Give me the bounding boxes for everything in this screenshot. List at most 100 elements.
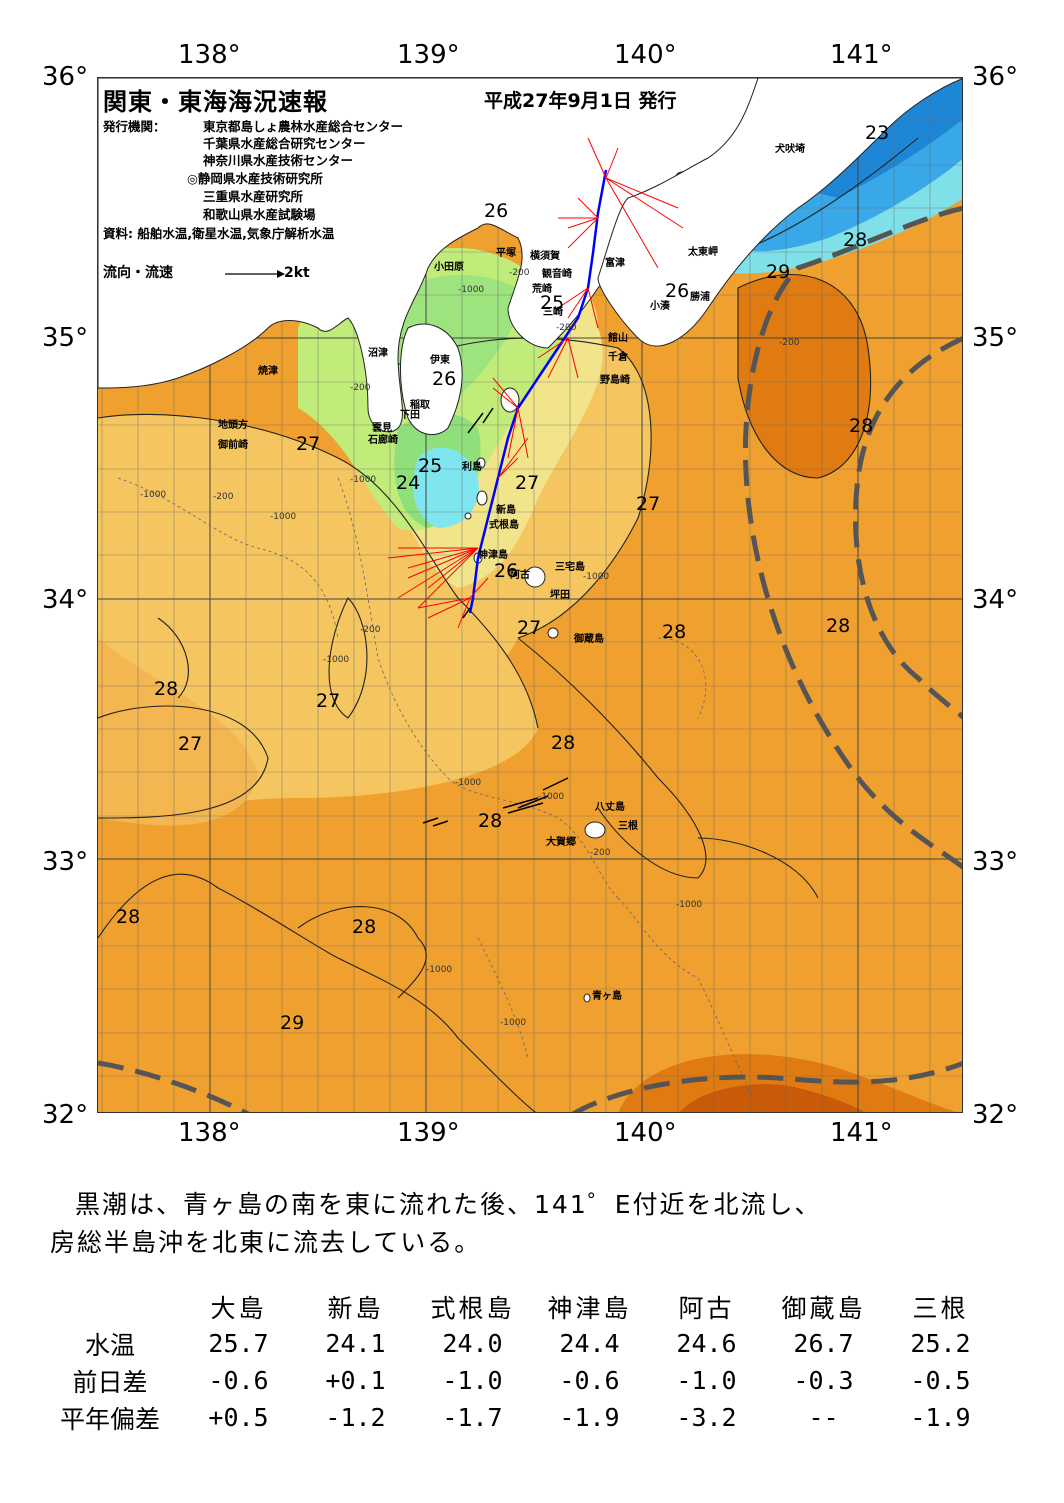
table-cell: -1.0 (676, 1366, 737, 1395)
place-mikomoto: 雲見 (372, 423, 392, 434)
temp-label: 28 (154, 678, 179, 700)
lon-label-bottom-139: 139° (397, 1118, 460, 1148)
place-numazu: 沼津 (368, 348, 388, 359)
column-header: 御蔵島 (781, 1293, 866, 1323)
place-tsubota: 坪田 (550, 590, 570, 601)
row-label: 前日差 (72, 1367, 148, 1397)
place-inubosaki: 犬吠埼 (775, 144, 805, 155)
flow-legend-scale: 2kt (284, 265, 310, 281)
lat-label-left-34: 34° (42, 585, 89, 615)
temp-label: 29 (766, 261, 791, 283)
flow-legend-arrow (225, 270, 285, 278)
temp-label: 26 (484, 200, 509, 222)
observed-current-vectors (422, 407, 569, 827)
lat-label-right-36: 36° (972, 62, 1019, 92)
depth-label: -200 (590, 848, 611, 858)
sea-29-core-east (738, 274, 871, 478)
column-header: 新島 (327, 1293, 384, 1323)
depth-label: -200 (779, 338, 800, 348)
landmass (98, 78, 962, 1003)
depth-contours (117, 477, 759, 1109)
temp-label: 28 (551, 732, 576, 754)
place-aogashima: 青ヶ島 (592, 991, 622, 1002)
place-shimoda: 下田 (400, 410, 420, 421)
place-futtsu: 富津 (605, 258, 625, 269)
depth-label: -1000 (270, 512, 297, 522)
depth-label: -1000 (583, 572, 610, 582)
row-label: 平年偏差 (59, 1404, 160, 1434)
lat-label-left-32: 32° (42, 1100, 89, 1130)
table-cell: 24.0 (442, 1329, 503, 1358)
table-cell: 24.4 (559, 1329, 620, 1358)
temp-label: 27 (636, 493, 661, 515)
depth-label: -200 (360, 625, 381, 635)
place-taitomisaki: 太東岬 (688, 247, 718, 258)
column-header: 大島 (210, 1293, 267, 1323)
table-cell: -0.3 (793, 1366, 854, 1395)
temp-label: 28 (352, 916, 377, 938)
table-cell: -0.6 (559, 1366, 620, 1395)
place-shikine: 式根島 (489, 520, 519, 531)
issue-date: 平成27年9月1日 発行 (484, 90, 677, 112)
temp-label: 28 (843, 229, 868, 251)
temp-label: 23 (865, 122, 890, 144)
temp-label: 28 (116, 906, 141, 928)
flow-legend-label: 流向・流速 (103, 265, 173, 281)
lat-label-left-35: 35° (42, 323, 89, 353)
place-ako: 阿古 (510, 570, 530, 581)
table-row: 水温 25.7 24.1 24.0 24.4 24.6 26.7 25.2 (40, 1325, 999, 1362)
lat-label-left-36: 36° (42, 62, 89, 92)
current-summary: 黒潮は、青ヶ島の南を東に流れた後、141゜E付近を北流し、 房総半島沖を北東に流… (50, 1186, 1010, 1262)
temp-label: 28 (849, 415, 874, 437)
lat-label-right-35: 35° (972, 323, 1019, 353)
temp-label: 26 (494, 560, 519, 582)
island-temperature-table: 大島 新島 式根島 神津島 阿古 御蔵島 三根 水温 25.7 24.1 24.… (40, 1288, 999, 1436)
column-header: 式根島 (430, 1293, 515, 1323)
place-hiratsuka: 平塚 (496, 248, 516, 259)
row-label: 水温 (84, 1330, 135, 1360)
temp-label: 27 (296, 433, 321, 455)
depth-label: -200 (213, 492, 234, 502)
table-cell: -1.7 (442, 1403, 503, 1432)
temp-label: 25 (418, 455, 443, 477)
place-miura: 三崎 (543, 307, 563, 318)
table-cell: 24.6 (676, 1329, 737, 1358)
issuer-5: 三重県水産研究所 (203, 189, 304, 204)
flow-arrows (387, 137, 684, 629)
lat-label-left-33: 33° (42, 847, 89, 877)
issuer-2: 千葉県水産総合研究センター (203, 136, 366, 151)
place-kominato: 小湊 (650, 301, 670, 312)
depth-label: -1000 (140, 490, 167, 500)
depth-label: -1000 (458, 285, 485, 295)
table-cell: -0.5 (910, 1366, 971, 1395)
lat-label-right-34: 34° (972, 585, 1019, 615)
lon-label-top-139: 139° (397, 40, 460, 70)
temp-label: 24 (396, 472, 421, 494)
isotherm-contours (98, 117, 919, 1112)
ship-track (468, 169, 608, 614)
place-inatori: 稲取 (410, 400, 430, 411)
column-header: 三根 (912, 1293, 969, 1323)
depth-label: -1000 (426, 965, 453, 975)
place-nojimazaki: 野島崎 (600, 375, 630, 386)
place-mitsune: 三根 (618, 821, 638, 832)
temp-label: 29 (280, 1012, 305, 1034)
depth-label: -200 (556, 323, 577, 333)
column-header: 神津島 (547, 1293, 632, 1323)
place-arasaki: 荒崎 (532, 284, 552, 295)
place-jitogata: 地頭方 (218, 420, 248, 431)
issuer-6: 和歌山県水産試験場 (203, 207, 316, 222)
place-mikurajima: 御蔵島 (574, 634, 604, 645)
depth-label: -1000 (500, 1018, 527, 1028)
table-cell: -1.9 (559, 1403, 620, 1432)
table-cell: +0.5 (208, 1403, 269, 1432)
temp-label: 27 (515, 472, 540, 494)
depth-label: -200 (509, 268, 530, 278)
place-odawara: 小田原 (434, 262, 464, 273)
table-cell: +0.1 (325, 1366, 386, 1395)
place-yaizu: 焼津 (258, 366, 278, 377)
temp-label: 26 (665, 280, 690, 302)
place-kozushima: 神津島 (478, 550, 508, 561)
map-canvas (98, 78, 962, 1112)
issuer-1: 東京都島しょ農林水産総合センター (203, 119, 404, 134)
